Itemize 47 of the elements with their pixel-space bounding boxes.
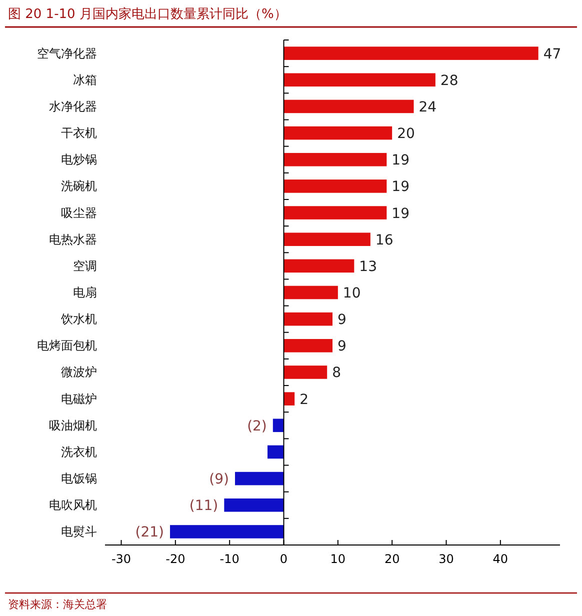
data-label: 9 bbox=[338, 312, 346, 328]
data-label: 19 bbox=[392, 206, 410, 222]
x-tick-label: -10 bbox=[220, 552, 240, 566]
y-tick-label: 洗碗机 bbox=[61, 179, 97, 194]
data-label: 20 bbox=[397, 126, 415, 142]
data-label: 19 bbox=[392, 179, 410, 196]
data-label: 16 bbox=[375, 232, 394, 248]
y-tick-label: 冰箱 bbox=[73, 72, 97, 87]
x-tick-label: -20 bbox=[166, 552, 186, 566]
data-label: 19 bbox=[392, 152, 410, 169]
x-tick-label: 30 bbox=[438, 552, 454, 566]
data-label: (9) bbox=[209, 472, 229, 488]
x-tick-label: -30 bbox=[111, 552, 132, 566]
data-label: (2) bbox=[247, 418, 267, 434]
y-tick-label: 吸油烟机 bbox=[49, 418, 97, 432]
y-tick-label: 空调 bbox=[73, 258, 97, 273]
data-label: 47 bbox=[543, 46, 562, 62]
y-tick-label: 饮水机 bbox=[60, 312, 97, 326]
data-label: (21) bbox=[135, 524, 164, 541]
data-label: 24 bbox=[418, 99, 437, 116]
data-label: (11) bbox=[189, 498, 218, 514]
data-label: 8 bbox=[332, 365, 342, 382]
y-tick-label: 电吹风机 bbox=[49, 498, 97, 512]
x-tick-label: 20 bbox=[384, 552, 400, 566]
y-tick-label: 电炒锅 bbox=[61, 152, 97, 167]
x-tick-label: 0 bbox=[280, 552, 288, 566]
text: 资料来源：海关总署 bbox=[8, 598, 107, 611]
x-tick-label: 40 bbox=[492, 552, 508, 566]
y-tick-label: 电熨斗 bbox=[61, 524, 97, 539]
y-tick-label: 电磁炉 bbox=[61, 392, 97, 406]
y-tick-label: 电烤面包机 bbox=[37, 338, 97, 353]
data-label: 13 bbox=[359, 258, 377, 275]
y-tick-label: 电扇 bbox=[73, 286, 97, 300]
y-tick-label: 干衣机 bbox=[61, 126, 97, 140]
data-label: 2 bbox=[300, 392, 309, 408]
y-tick-label: 电热水器 bbox=[49, 232, 97, 246]
x-tick-label: 10 bbox=[330, 552, 346, 566]
y-tick-label: 微波炉 bbox=[61, 365, 97, 380]
y-tick-label: 吸尘器 bbox=[61, 206, 97, 220]
data-label: 28 bbox=[440, 72, 458, 89]
y-tick-label: 空气净化器 bbox=[37, 46, 97, 60]
y-tick-label: 洗衣机 bbox=[61, 444, 97, 459]
y-tick-label: 电饭锅 bbox=[61, 472, 97, 486]
title: 图 20 1-10 月国内家电出口数量累计同比（%） bbox=[8, 7, 287, 22]
y-tick-label: 水净化器 bbox=[49, 99, 97, 114]
data-label: 10 bbox=[342, 286, 361, 302]
data-label: 9 bbox=[338, 338, 346, 355]
